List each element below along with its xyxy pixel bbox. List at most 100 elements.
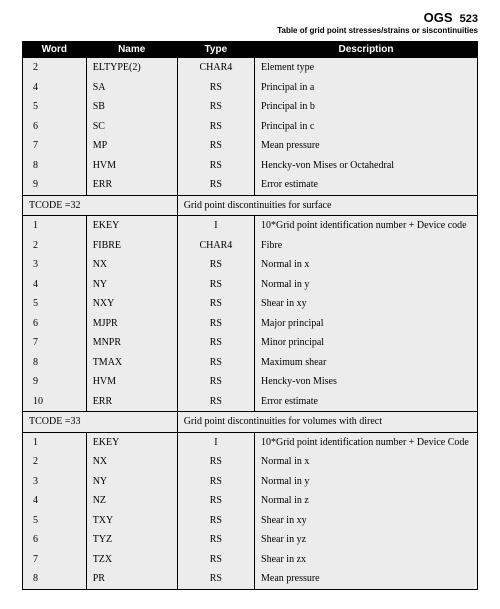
cell-type: RS: [177, 275, 254, 295]
cell-name: TMAX: [86, 353, 177, 373]
cell-name: HVM: [86, 156, 177, 176]
cell-description: Shear in zx: [255, 550, 478, 570]
cell-name: TXY: [86, 511, 177, 531]
cell-description: Shear in xy: [255, 294, 478, 314]
table-row: 7MNPRRSMinor principal: [23, 333, 478, 353]
cell-word: 2: [23, 58, 87, 78]
table-row: 3NYRSNormal in y: [23, 472, 478, 492]
cell-name: TYZ: [86, 530, 177, 550]
table-row: 2ELTYPE(2)CHAR4Element type: [23, 58, 478, 78]
cell-description: Error estimate: [255, 175, 478, 195]
cell-word: 9: [23, 372, 87, 392]
cell-type: RS: [177, 452, 254, 472]
cell-name: PR: [86, 569, 177, 589]
cell-type: RS: [177, 372, 254, 392]
cell-type: RS: [177, 550, 254, 570]
table-row: 7MPRSMean pressure: [23, 136, 478, 156]
cell-type: RS: [177, 117, 254, 137]
cell-word: 10: [23, 392, 87, 412]
cell-description: Minor principal: [255, 333, 478, 353]
cell-description: Principal in c: [255, 117, 478, 137]
cell-name: ERR: [86, 392, 177, 412]
cell-name: NX: [86, 255, 177, 275]
cell-word: 6: [23, 530, 87, 550]
cell-description: Normal in z: [255, 491, 478, 511]
section-description: Grid point discontinuities for surface: [177, 195, 477, 216]
cell-word: 6: [23, 314, 87, 334]
cell-description: 10*Grid point identification number + De…: [255, 216, 478, 236]
section-header-row: TCODE =32Grid point discontinuities for …: [23, 195, 478, 216]
cell-name: SA: [86, 78, 177, 98]
table-row: 9HVMRSHencky-von Mises: [23, 372, 478, 392]
cell-type: CHAR4: [177, 58, 254, 78]
col-header-word: Word: [23, 41, 87, 58]
table-row: 8PRRSMean pressure: [23, 569, 478, 589]
table-row: 5NXYRSShear in xy: [23, 294, 478, 314]
cell-word: 2: [23, 452, 87, 472]
cell-word: 2: [23, 236, 87, 256]
cell-description: Normal in y: [255, 275, 478, 295]
cell-word: 7: [23, 333, 87, 353]
table-row: 2FIBRECHAR4Fibre: [23, 236, 478, 256]
cell-word: 8: [23, 353, 87, 373]
cell-type: RS: [177, 175, 254, 195]
cell-type: RS: [177, 314, 254, 334]
cell-name: MP: [86, 136, 177, 156]
cell-description: Major principal: [255, 314, 478, 334]
table-row: 6MJPRRSMajor principal: [23, 314, 478, 334]
cell-description: Hencky-von Mises or Octahedral: [255, 156, 478, 176]
cell-name: HVM: [86, 372, 177, 392]
col-header-description: Description: [255, 41, 478, 58]
cell-type: CHAR4: [177, 236, 254, 256]
table-row: 6SCRSPrincipal in c: [23, 117, 478, 137]
cell-name: NY: [86, 275, 177, 295]
cell-type: RS: [177, 156, 254, 176]
section-label: TCODE =32: [23, 195, 178, 216]
cell-description: Shear in yz: [255, 530, 478, 550]
table-row: 10ERRRSError estimate: [23, 392, 478, 412]
cell-type: RS: [177, 530, 254, 550]
cell-description: Mean pressure: [255, 569, 478, 589]
cell-word: 1: [23, 216, 87, 236]
cell-word: 4: [23, 275, 87, 295]
cell-name: SC: [86, 117, 177, 137]
table-row: 6TYZRSShear in yz: [23, 530, 478, 550]
cell-word: 3: [23, 472, 87, 492]
cell-type: RS: [177, 136, 254, 156]
cell-description: Normal in x: [255, 452, 478, 472]
cell-type: RS: [177, 491, 254, 511]
cell-description: Maximum shear: [255, 353, 478, 373]
table-row: 2NXRSNormal in x: [23, 452, 478, 472]
table-row: 4NZRSNormal in z: [23, 491, 478, 511]
cell-type: I: [177, 432, 254, 452]
cell-word: 7: [23, 136, 87, 156]
cell-description: Error estimate: [255, 392, 478, 412]
cell-word: 9: [23, 175, 87, 195]
header-line-1: OGS 523: [22, 10, 478, 25]
cell-type: RS: [177, 294, 254, 314]
cell-type: RS: [177, 392, 254, 412]
table-row: 1EKEYI10*Grid point identification numbe…: [23, 216, 478, 236]
cell-description: Fibre: [255, 236, 478, 256]
cell-name: ERR: [86, 175, 177, 195]
cell-description: Hencky-von Mises: [255, 372, 478, 392]
table-row: 4NYRSNormal in y: [23, 275, 478, 295]
table-row: 9ERRRSError estimate: [23, 175, 478, 195]
cell-word: 5: [23, 97, 87, 117]
cell-type: RS: [177, 255, 254, 275]
col-header-type: Type: [177, 41, 254, 58]
table-row: 7TZXRSShear in zx: [23, 550, 478, 570]
cell-description: 10*Grid point identification number + De…: [255, 432, 478, 452]
header-page-number: 523: [460, 13, 478, 25]
cell-description: Principal in b: [255, 97, 478, 117]
table-row: 3NXRSNormal in x: [23, 255, 478, 275]
cell-word: 3: [23, 255, 87, 275]
cell-name: EKEY: [86, 216, 177, 236]
cell-description: Normal in x: [255, 255, 478, 275]
cell-name: NX: [86, 452, 177, 472]
col-header-name: Name: [86, 41, 177, 58]
cell-name: NZ: [86, 491, 177, 511]
data-table: Word Name Type Description 2ELTYPE(2)CHA…: [22, 41, 478, 590]
page-header: OGS 523 Table of grid point stresses/str…: [22, 10, 478, 35]
section-label: TCODE =33: [23, 412, 178, 433]
